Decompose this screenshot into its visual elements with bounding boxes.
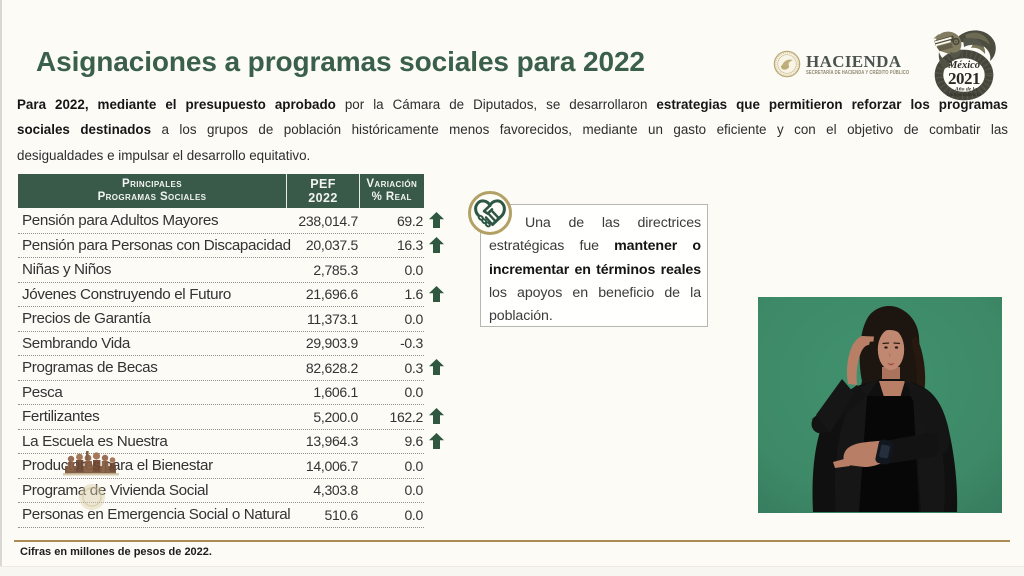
svg-text:Año de la: Año de la <box>954 87 977 93</box>
svg-text:2021: 2021 <box>948 69 980 88</box>
svg-text:México: México <box>947 60 980 71</box>
svg-text:Independencia: Independencia <box>946 92 981 98</box>
